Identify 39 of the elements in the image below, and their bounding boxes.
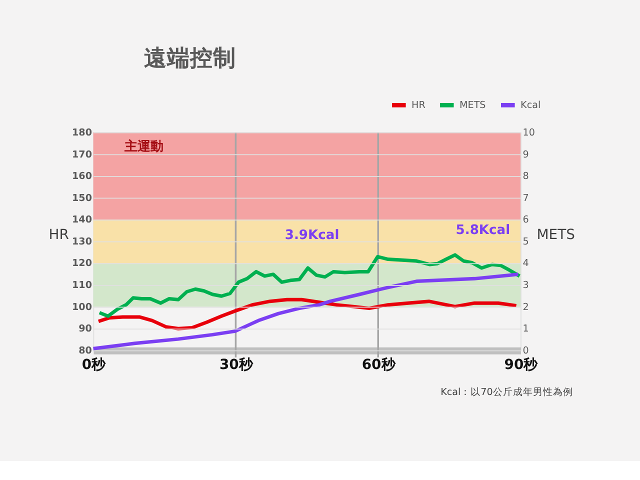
y-tick-label: 100 <box>72 302 92 313</box>
y-tick-label: 90 <box>78 324 92 335</box>
y2-tick-label: 3 <box>522 280 529 292</box>
y-tick-label: 130 <box>72 236 92 248</box>
x-tick-label: 0秒 <box>82 357 107 374</box>
y2-tick-label: 10 <box>522 127 535 138</box>
y2-tick-label: 1 <box>522 324 529 335</box>
annotation: 5.8Kcal <box>456 222 510 238</box>
annotation: 3.9Kcal <box>284 228 340 244</box>
x-tick-label: 30秒 <box>219 357 254 374</box>
x-tick-label: 90秒 <box>504 357 539 374</box>
chart-title: 遠端控制 <box>144 45 236 72</box>
y2-tick-label: 5 <box>522 236 529 248</box>
legend-label: METS <box>460 100 486 111</box>
y2-tick-label: 2 <box>522 302 529 313</box>
y-tick-label: 110 <box>72 280 92 292</box>
legend-label: HR <box>412 100 426 111</box>
y-tick-label: 140 <box>72 214 92 226</box>
y-tick-label: 120 <box>72 258 92 270</box>
x-tick-label: 60秒 <box>362 357 396 374</box>
annotation: 主運動 <box>123 138 164 155</box>
y2-tick-label: 9 <box>522 149 529 160</box>
line-series <box>92 272 520 350</box>
y2-axis-title: METS <box>536 227 576 244</box>
y-tick-label: 80 <box>78 345 92 356</box>
y2-tick-label: 8 <box>522 171 529 182</box>
y2-tick-label: 6 <box>522 214 529 226</box>
y-tick-label: 150 <box>72 192 92 204</box>
y2-tick-label: 0 <box>522 345 529 356</box>
y-tick-label: 170 <box>72 149 92 160</box>
y2-tick-label: 7 <box>522 192 529 204</box>
y-tick-label: 160 <box>72 171 92 182</box>
y-axis-title: HR <box>48 227 70 244</box>
y-tick-label: 180 <box>72 127 92 138</box>
line-series <box>96 298 518 330</box>
y2-tick-label: 4 <box>522 258 529 270</box>
text: Kcal：以70公斤成年男性為例 <box>440 386 573 398</box>
line-series <box>98 253 522 318</box>
legend-label: Kcal <box>520 100 541 111</box>
